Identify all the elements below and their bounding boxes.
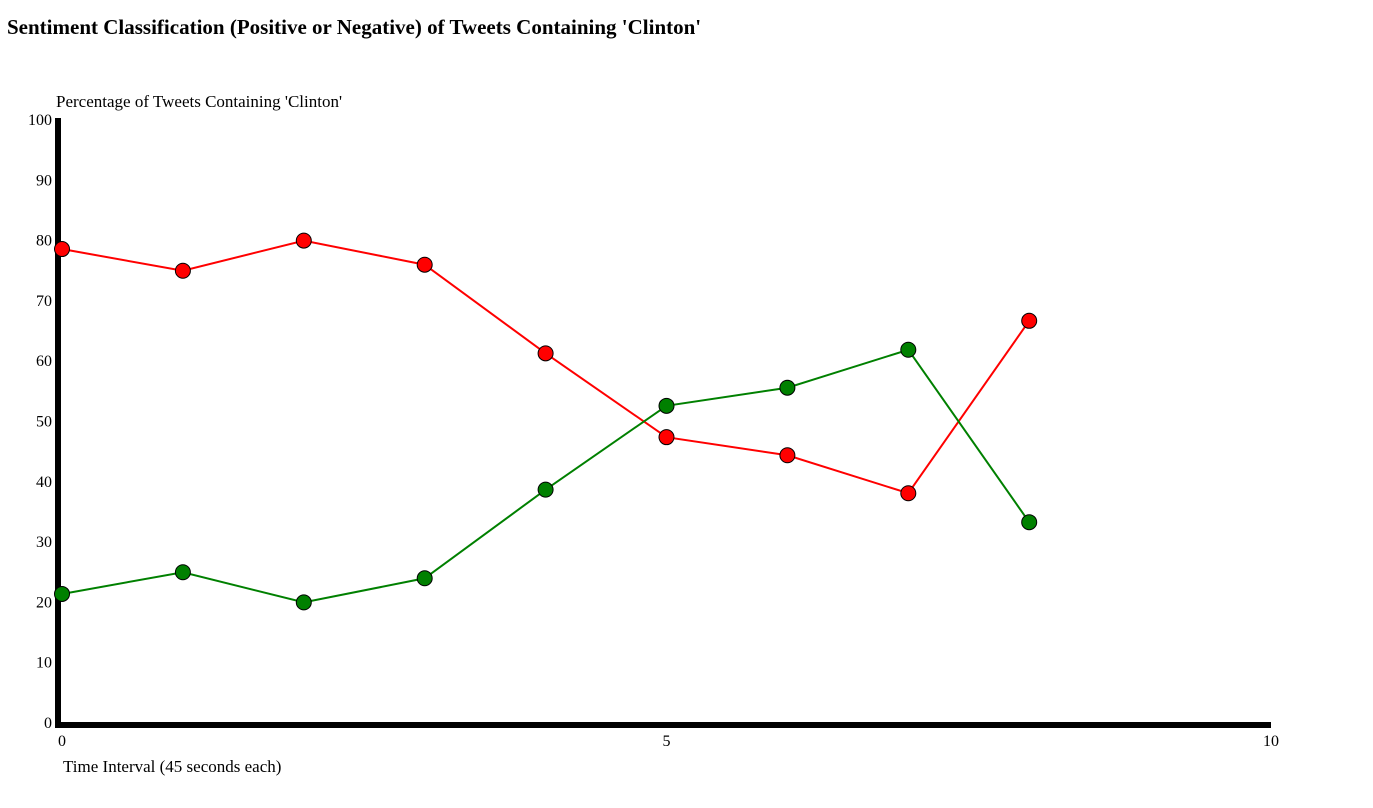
y-tick-label: 20	[36, 594, 52, 611]
x-tick-label: 10	[1263, 733, 1279, 750]
y-tick-label: 60	[36, 353, 52, 370]
y-tick-label: 40	[36, 474, 52, 491]
y-axis-label: Percentage of Tweets Containing 'Clinton…	[56, 92, 342, 111]
data-point	[779, 379, 796, 396]
series-layer	[61, 239, 1031, 604]
y-tick-label: 10	[36, 655, 52, 672]
chart-title: Sentiment Classification (Positive or Ne…	[7, 15, 702, 39]
data-point	[54, 241, 70, 258]
data-point	[537, 345, 554, 362]
data-point	[779, 447, 796, 464]
data-point	[174, 564, 191, 581]
data-point	[295, 594, 312, 611]
y-tick-label: 100	[28, 112, 52, 129]
series-line-1	[61, 348, 1031, 604]
data-point	[295, 232, 312, 249]
y-tick-label: 0	[44, 715, 52, 732]
y-tick-label: 30	[36, 534, 52, 551]
data-point	[54, 585, 70, 602]
points-layer	[54, 232, 1038, 611]
data-point	[416, 256, 433, 273]
data-point	[900, 341, 917, 358]
series-line-0	[61, 239, 1031, 495]
y-tick-label: 80	[36, 233, 52, 250]
y-tick-label: 70	[36, 293, 52, 310]
y-tick-label: 90	[36, 172, 52, 189]
data-point	[174, 262, 191, 279]
axes-layer: 0 10 20 30 40 50 60 70 80 90 100 0 5 10	[28, 112, 1279, 750]
data-point	[658, 429, 675, 446]
data-point	[1021, 514, 1038, 531]
x-tick-label: 0	[58, 733, 66, 750]
data-point	[658, 397, 675, 414]
data-point	[537, 481, 554, 498]
data-point	[1021, 312, 1038, 329]
x-tick-label: 5	[663, 733, 671, 750]
data-point	[416, 570, 433, 587]
data-point	[900, 485, 917, 502]
x-axis-label: Time Interval (45 seconds each)	[63, 757, 281, 776]
y-tick-label: 50	[36, 414, 52, 431]
